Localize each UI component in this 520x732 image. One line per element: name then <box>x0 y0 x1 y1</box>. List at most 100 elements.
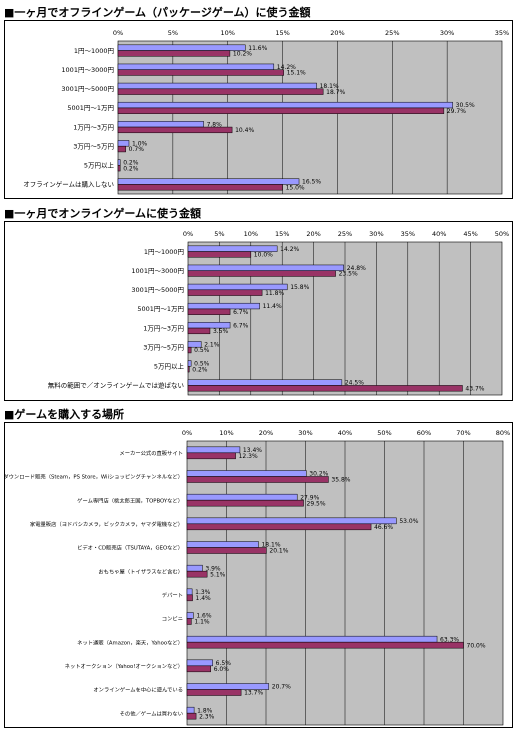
chart-2-frame: 0% 5% 10% 15% 20% 25% 30% 35% 40% 45% 50% 1円～1000円 1… <box>4 221 513 401</box>
bar <box>186 665 211 673</box>
bar <box>117 101 453 109</box>
data-label: 29.7% <box>447 108 466 115</box>
data-label: 35.8% <box>331 477 350 484</box>
bar <box>117 145 126 153</box>
tick-label: 20% <box>259 429 273 437</box>
chart-2-plot: 0% 5% 10% 15% 20% 25% 30% 35% 40% 45% 50% 1円～1000円 1… <box>48 230 509 396</box>
tick-label: 40% <box>338 429 352 437</box>
chart-3-plot: 0% 10% 20% 30% 40% 50% 60% 70% 80% メーカー公式の直販サイト 13… <box>5 429 510 726</box>
data-label: 6.0% <box>214 666 230 673</box>
tick-label: 10% <box>244 230 258 238</box>
tick-label: 40% <box>432 230 446 238</box>
data-label: 70.0% <box>467 642 486 649</box>
data-label: 11.4% <box>263 303 282 310</box>
bar <box>187 302 260 310</box>
data-label: 2.1% <box>204 341 220 348</box>
chart-1-title: ■一ヶ月でオフラインゲーム（パッケージゲーム）に使う金額 <box>4 6 311 19</box>
category-label: その他／ゲームは買わない <box>120 709 183 717</box>
tick-label: 45% <box>463 230 477 238</box>
bar <box>186 706 195 714</box>
bar <box>117 44 246 51</box>
bar <box>117 69 284 76</box>
tick-label: 10% <box>219 429 233 437</box>
data-label: 43.7% <box>465 385 484 392</box>
bar <box>186 659 213 667</box>
data-label: 14.2% <box>277 64 296 71</box>
bar <box>117 107 445 114</box>
data-label: 1.4% <box>196 595 212 602</box>
chart-1-frame: 0% 5% 10% 15% 20% 25% 30% 35% 1円～1000円 11.6% 10.2%… <box>4 20 513 199</box>
data-label: 11.8% <box>265 290 284 297</box>
bar <box>117 121 204 128</box>
tick-label: 35% <box>495 29 509 37</box>
bar <box>186 476 329 483</box>
bar <box>117 178 300 185</box>
data-label: 27.9% <box>300 494 319 501</box>
data-label: 30.2% <box>309 471 328 478</box>
data-label: 10.0% <box>254 252 273 259</box>
bar <box>186 594 193 602</box>
bar <box>187 327 211 335</box>
category-label: 3001円～5000円 <box>131 286 184 294</box>
bar <box>186 547 267 554</box>
category-label: ネットオークション（Yahoo!オークションなど） <box>65 662 183 670</box>
data-label: 20.1% <box>269 548 288 555</box>
tick-label: 80% <box>496 429 510 437</box>
bar <box>186 588 193 596</box>
bar <box>187 341 202 348</box>
data-label: 1.1% <box>194 619 210 626</box>
tick-label: 10% <box>220 29 234 37</box>
tick-label: 70% <box>456 429 470 437</box>
chart-2-title: ■一ヶ月でオンラインゲームに使う金額 <box>4 207 202 220</box>
bar <box>186 612 194 619</box>
bar <box>117 184 283 191</box>
data-label: 1.3% <box>195 589 211 596</box>
bar <box>117 88 324 95</box>
data-label: 0.7% <box>129 146 145 153</box>
bar <box>187 366 190 373</box>
tick-label: 35% <box>401 230 415 238</box>
data-label: 6.5% <box>216 660 232 667</box>
tick-label: 20% <box>306 230 320 238</box>
category-label: 5001円～1万円 <box>137 305 184 313</box>
data-label: 18.7% <box>326 89 345 96</box>
data-label: 1.8% <box>197 707 213 714</box>
data-label: 14.2% <box>280 246 299 253</box>
category-label: 1万円～3万円 <box>73 123 114 131</box>
data-label: 1.0% <box>132 140 148 147</box>
bar <box>186 446 241 454</box>
bar <box>186 618 192 625</box>
chart-1-plot: 0% 5% 10% 15% 20% 25% 30% 35% 1円～1000円 11.6%10.2%… <box>23 29 509 195</box>
bar <box>187 289 263 296</box>
tick-label: 0% <box>183 230 193 238</box>
bar <box>117 126 233 134</box>
bar <box>187 385 463 392</box>
tick-label: 15% <box>275 29 289 37</box>
tick-label: 25% <box>338 230 352 238</box>
bar <box>186 523 372 531</box>
data-label: 0.2% <box>123 165 139 172</box>
category-label: ビデオ・CD販売店（TSUTAYA，GEOなど） <box>77 544 183 552</box>
tick-label: 50% <box>377 429 391 437</box>
tick-label: 30% <box>298 429 312 437</box>
category-label: 1円～1000円 <box>74 47 114 55</box>
bar <box>186 641 464 649</box>
category-label: デパート <box>162 591 183 599</box>
category-label: 5万円以上 <box>154 362 185 371</box>
data-label: 10.4% <box>235 127 254 134</box>
data-label: 13.7% <box>244 690 263 697</box>
tick-label: 25% <box>385 29 399 37</box>
data-label: 0.5% <box>194 361 210 368</box>
tick-label: 0% <box>113 29 123 37</box>
category-label: 5万円以上 <box>84 161 115 170</box>
data-label: 53.0% <box>399 518 418 525</box>
bar <box>187 308 231 315</box>
category-label: 3万円～5万円 <box>73 142 114 150</box>
bar <box>117 140 130 147</box>
category-label: コンビニ <box>162 615 183 623</box>
data-label: 11.6% <box>248 45 267 52</box>
bar <box>186 570 208 578</box>
tick-label: 0% <box>182 429 192 437</box>
bar <box>187 264 344 271</box>
category-label: 3001円～5000円 <box>61 85 114 93</box>
